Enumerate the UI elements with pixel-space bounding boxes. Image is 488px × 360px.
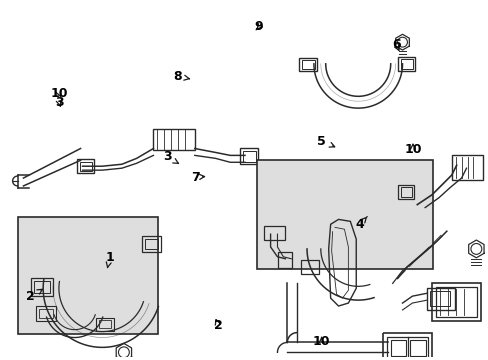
Bar bbox=[429, 291, 449, 306]
Bar bbox=[302, 60, 314, 69]
Bar bbox=[99, 320, 111, 328]
Text: 3: 3 bbox=[163, 150, 178, 163]
Bar bbox=[263, 226, 285, 240]
Bar bbox=[299, 58, 316, 71]
Bar bbox=[256, 160, 432, 269]
Text: 3: 3 bbox=[55, 95, 63, 108]
Text: 10: 10 bbox=[312, 335, 329, 348]
Bar bbox=[144, 239, 158, 249]
Text: 2: 2 bbox=[26, 289, 42, 303]
Bar bbox=[386, 337, 427, 360]
Text: 1: 1 bbox=[105, 252, 114, 267]
Bar bbox=[278, 252, 292, 267]
Bar bbox=[18, 217, 158, 334]
Bar bbox=[34, 282, 50, 293]
Bar bbox=[243, 152, 255, 162]
Text: 2: 2 bbox=[213, 319, 222, 332]
Bar bbox=[451, 156, 482, 180]
Text: 9: 9 bbox=[254, 21, 263, 33]
Bar bbox=[397, 185, 413, 199]
Bar bbox=[77, 159, 94, 173]
Bar bbox=[390, 341, 406, 356]
Text: 4: 4 bbox=[355, 217, 366, 231]
Bar bbox=[301, 260, 318, 274]
Text: 6: 6 bbox=[391, 38, 400, 51]
Bar bbox=[96, 318, 114, 330]
Bar bbox=[39, 309, 53, 318]
Bar bbox=[435, 287, 476, 317]
Bar bbox=[31, 278, 53, 296]
Text: 10: 10 bbox=[404, 143, 421, 156]
Bar bbox=[400, 187, 411, 197]
Bar bbox=[36, 306, 56, 321]
Bar bbox=[431, 283, 480, 321]
Text: 10: 10 bbox=[50, 87, 68, 100]
Bar bbox=[382, 333, 431, 360]
Bar bbox=[80, 162, 92, 171]
Bar bbox=[426, 288, 454, 310]
Bar bbox=[409, 341, 425, 356]
Text: 8: 8 bbox=[173, 70, 189, 83]
Bar bbox=[142, 236, 161, 252]
Bar bbox=[400, 59, 412, 69]
Text: 5: 5 bbox=[317, 135, 334, 148]
Text: 7: 7 bbox=[191, 171, 204, 184]
Bar bbox=[153, 129, 194, 150]
Bar bbox=[397, 57, 414, 71]
Bar bbox=[240, 148, 257, 164]
